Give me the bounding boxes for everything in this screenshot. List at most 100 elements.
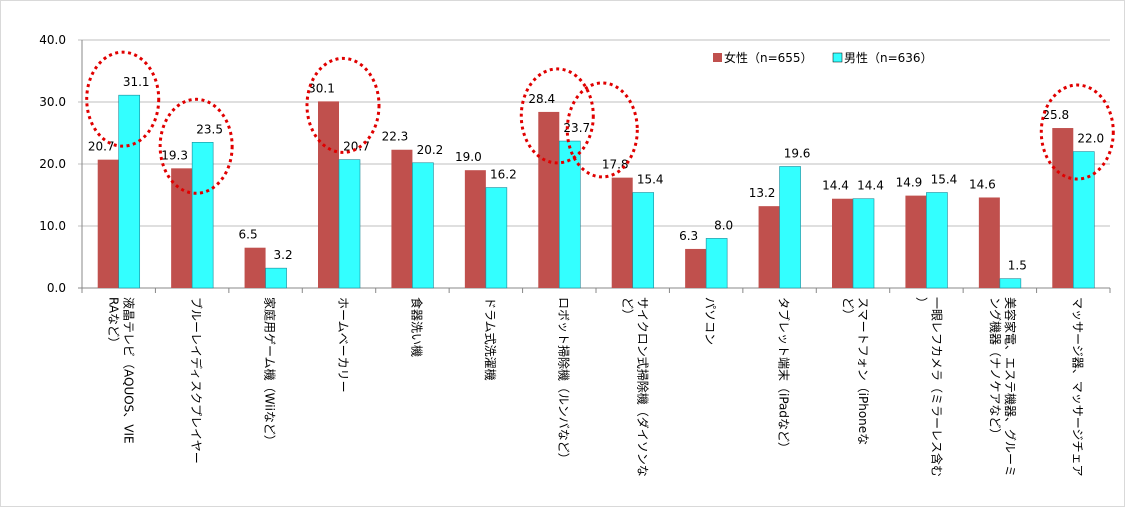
bar-male [632, 192, 655, 289]
category-label: ロボット掃除機（ルンバなど） [556, 297, 571, 465]
value-label-female: 14.6 [969, 177, 996, 191]
bar-male [191, 142, 214, 289]
value-label-male: 23.5 [196, 122, 223, 136]
bar-male [1072, 151, 1095, 289]
category-label-line: 家庭用ゲーム機（Wiiなど） [263, 297, 278, 447]
category-label: 食器洗い機 [409, 297, 424, 357]
bar-female [832, 198, 853, 288]
value-label-female: 13.2 [749, 186, 776, 200]
category-label: パソコン [703, 297, 717, 345]
bar-male [265, 267, 287, 289]
bar-male [118, 94, 141, 289]
category-label-line: パソコン [703, 297, 717, 345]
bar-male [338, 159, 361, 289]
bar-male [926, 192, 948, 289]
bar-female [538, 111, 560, 288]
category-label: ブルーレイディスクプレイヤー [189, 297, 204, 464]
bar-male [412, 162, 434, 289]
category-label: タブレット端末（iPadなど） [777, 297, 792, 454]
category-label-line: 美容家電、エステ機器、グルーミ [1003, 297, 1018, 477]
category-label-line: マッサージ器、マッサージチェア [1070, 297, 1084, 477]
value-label-female: 22.3 [382, 130, 409, 144]
bar-male [852, 198, 875, 289]
value-label-male: 20.2 [417, 143, 444, 157]
category-label-line: サイクロン式掃除機（ダイソンな [636, 297, 651, 477]
bar-female [318, 101, 339, 288]
bar-male [779, 166, 801, 289]
bar-female [244, 247, 266, 288]
bar-male [485, 187, 508, 289]
category-label-line: ど） [621, 297, 635, 321]
value-label-female: 28.4 [528, 92, 555, 106]
category-label-line: ロボット掃除機（ルンバなど） [556, 297, 571, 465]
value-label-female: 30.1 [308, 81, 335, 95]
category-label: 家庭用ゲーム機（Wiiなど） [263, 297, 278, 447]
category-label-line: 液晶テレビ（AQUOS、VIE [122, 297, 137, 444]
category-label-line: スマートフォン（iPhoneな [856, 297, 870, 445]
value-label-male: 15.4 [931, 173, 958, 187]
category-label-line: タブレット端末（iPadなど） [777, 297, 792, 454]
value-label-male: 1.5 [1008, 259, 1027, 273]
highlight-circle [1039, 83, 1115, 181]
bar-female [97, 159, 119, 288]
bar-female [391, 149, 413, 288]
highlight-circles [85, 50, 1115, 195]
y-tick-label: 20.0 [39, 157, 66, 171]
legend-label-male: 男性（n=636） [844, 51, 933, 65]
value-label-male: 23.7 [563, 121, 590, 135]
y-tick-label: 10.0 [39, 219, 66, 233]
highlight-circle [158, 97, 234, 195]
value-label-male: 20.7 [343, 140, 370, 154]
legend: 女性（n=655） 男性（n=636） [713, 50, 933, 65]
bar-female [464, 170, 486, 288]
y-tick-label: 40.0 [39, 33, 66, 47]
category-label-line: RAなど） [107, 297, 121, 349]
category-label-line: ど） [841, 297, 855, 321]
highlight-circle [85, 50, 161, 148]
bar-female [758, 206, 780, 288]
value-label-female: 14.9 [896, 176, 923, 190]
value-label-male: 8.0 [714, 218, 733, 232]
category-label-line: 一眼レフカメラ（ミラーレス含む [929, 297, 944, 477]
value-label-male: 22.0 [1077, 132, 1104, 146]
bar-male [705, 238, 728, 289]
bar-female [905, 195, 927, 288]
highlight-circle [305, 56, 381, 154]
bar-female [685, 248, 707, 288]
y-tick-label: 30.0 [39, 95, 66, 109]
value-label-female: 19.0 [455, 150, 482, 164]
bar-female [1052, 128, 1074, 288]
value-label-male: 16.2 [490, 168, 517, 182]
legend-swatch-male [832, 52, 843, 63]
value-label-female: 6.5 [239, 228, 258, 242]
value-label-female: 25.8 [1042, 108, 1069, 122]
category-label: 一眼レフカメラ（ミラーレス含む） [914, 297, 944, 477]
y-axis: 0.0 10.0 20.0 30.0 40.0 [39, 33, 83, 295]
value-label-male: 14.4 [857, 179, 884, 193]
value-label-male: 3.2 [274, 248, 293, 262]
category-label-line: ブルーレイディスクプレイヤー [189, 297, 204, 464]
data-labels: 20.731.119.323.56.53.230.120.722.320.219… [88, 75, 1104, 273]
value-label-female: 19.3 [161, 148, 188, 162]
value-label-female: 6.3 [679, 229, 698, 243]
value-label-female: 14.4 [822, 179, 849, 193]
bar-female [978, 197, 1000, 288]
category-label-line: 食器洗い機 [409, 297, 424, 357]
category-label-line: ホームベーカリー [336, 297, 350, 393]
value-label-female: 17.8 [602, 158, 629, 172]
value-label-male: 15.4 [637, 173, 664, 187]
legend-label-female: 女性（n=655） [724, 50, 813, 65]
value-label-male: 19.6 [784, 146, 811, 160]
category-label: ホームベーカリー [336, 297, 350, 393]
bar-male [999, 278, 1022, 289]
category-label: マッサージ器、マッサージチェア [1070, 297, 1084, 477]
category-label-line: ドラム式洗濯機 [483, 297, 498, 381]
highlight-circle [519, 67, 595, 165]
category-label-line: ） [914, 297, 928, 309]
